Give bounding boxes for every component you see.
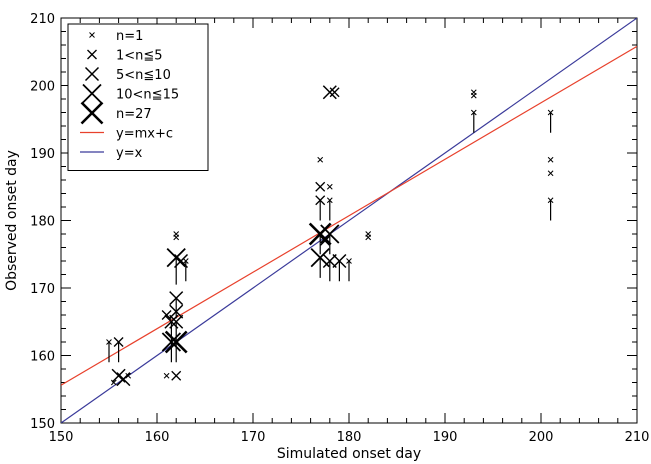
x-tick-label: 210 — [625, 430, 650, 445]
identity-line — [61, 18, 637, 423]
x-axis-label: Simulated onset day — [277, 446, 421, 462]
data-point — [470, 109, 477, 116]
data-point — [169, 314, 184, 329]
data-point — [547, 156, 554, 163]
y-tick-label: 210 — [30, 12, 55, 27]
y-tick-label: 180 — [30, 215, 55, 230]
data-point — [326, 197, 333, 204]
legend-box — [67, 23, 209, 171]
y-tick-label: 170 — [30, 282, 55, 297]
data-point — [326, 183, 333, 190]
legend-label: 10<n≦15 — [116, 88, 179, 103]
data-markers — [106, 85, 554, 387]
data-point — [173, 253, 189, 269]
x-tick-label: 150 — [49, 430, 74, 445]
data-point — [113, 337, 124, 347]
axis-ticks — [60, 17, 638, 424]
data-point — [125, 372, 132, 379]
data-point — [547, 170, 554, 177]
data-point — [329, 87, 340, 98]
data-point — [116, 372, 131, 387]
fit-line — [61, 45, 637, 386]
legend-marker — [84, 66, 100, 82]
legend-label: 1<n≦5 — [116, 49, 163, 64]
data-point — [547, 109, 554, 116]
tick-labels: 150 160 170 180 190 200 210 150 160 170 180 190 200 2… — [30, 12, 649, 445]
data-point — [320, 224, 340, 244]
data-point — [164, 330, 188, 354]
data-point — [470, 92, 477, 99]
y-axis-label: Observed onset day — [4, 150, 20, 291]
data-point — [163, 372, 170, 379]
data-point — [322, 85, 337, 100]
x-tick-label: 180 — [337, 430, 362, 445]
data-point — [308, 222, 332, 246]
data-point — [317, 156, 324, 163]
data-point — [182, 258, 189, 264]
legend-marker — [80, 101, 104, 125]
data-point — [332, 253, 347, 269]
data-point — [166, 247, 186, 268]
data-point — [110, 379, 117, 386]
data-point — [164, 314, 179, 329]
data-point — [365, 234, 372, 241]
y-tick-label: 200 — [30, 80, 55, 95]
data-point — [169, 291, 184, 306]
data-point — [320, 235, 330, 246]
legend-label: n=27 — [116, 107, 152, 122]
legend-label: 5<n≦10 — [116, 68, 171, 83]
reference-lines — [61, 18, 637, 423]
legend-label: y=mx+c — [116, 127, 173, 142]
data-point — [171, 370, 182, 381]
x-tick-label: 200 — [529, 430, 554, 445]
y-tick-label: 160 — [30, 350, 55, 365]
data-point — [315, 195, 326, 206]
data-point — [547, 197, 554, 204]
legend-marker — [89, 32, 95, 38]
data-point — [346, 258, 352, 264]
y-tick-label: 190 — [30, 147, 55, 162]
data-point — [169, 304, 184, 319]
legend-marker — [82, 83, 102, 104]
legend-marker — [87, 49, 97, 60]
data-point — [315, 181, 326, 192]
x-tick-label: 160 — [145, 430, 170, 445]
y-tick-label: 150 — [30, 417, 55, 432]
data-point — [161, 332, 182, 352]
legend: n=1 1<n≦5 5<n≦10 10<n≦15 n=27 y=mx+c y=x — [67, 23, 209, 171]
data-point — [106, 339, 112, 345]
x-tick-label: 170 — [241, 430, 266, 445]
legend-label: n=1 — [116, 29, 143, 44]
data-point — [173, 234, 180, 241]
x-tick-label: 190 — [433, 430, 458, 445]
legend-label: y=x — [116, 146, 143, 161]
